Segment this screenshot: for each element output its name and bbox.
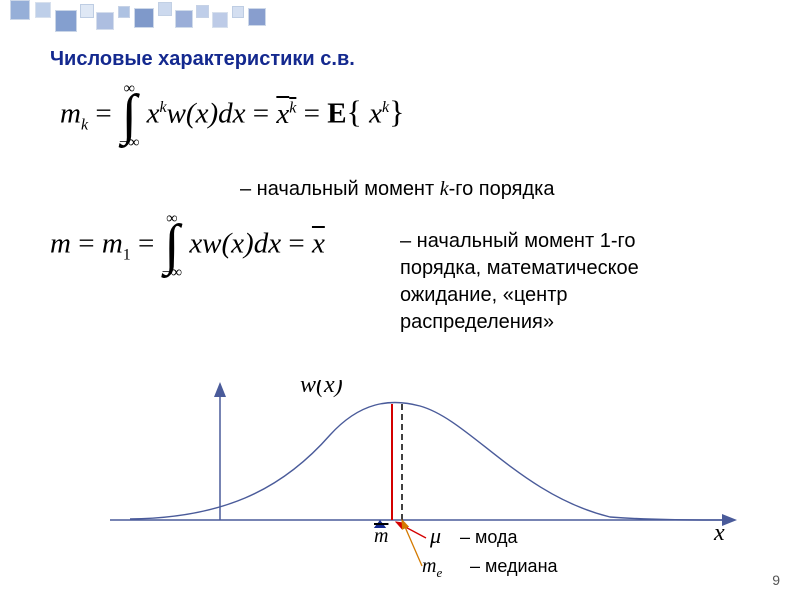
- formula-moment-k: mk = ∞ ∫ −∞ xkw(x)dx = xk = E{ xk}: [60, 82, 405, 150]
- formula-moment-1: m = m1 = ∞ ∫ −∞ xw(x)dx = x: [50, 212, 325, 280]
- svg-text:– мода: – мода: [460, 527, 519, 547]
- page-number: 9: [772, 572, 780, 588]
- desc-moment-k: – начальный момент k-го порядка: [240, 178, 554, 201]
- distribution-chart: w(x) x m μ – мода me – медиана: [100, 380, 740, 580]
- svg-text:w(x): w(x): [300, 380, 343, 398]
- slide-title: Числовые характеристики с.в.: [50, 48, 355, 71]
- svg-text:μ: μ: [429, 523, 441, 548]
- svg-text:x: x: [713, 520, 725, 546]
- svg-text:me: me: [422, 555, 442, 580]
- desc-moment-1: – начальный момент 1-го порядка, математ…: [400, 228, 639, 336]
- svg-text:m: m: [374, 525, 388, 547]
- slide-decoration: [0, 0, 270, 45]
- svg-text:– медиана: – медиана: [470, 556, 559, 576]
